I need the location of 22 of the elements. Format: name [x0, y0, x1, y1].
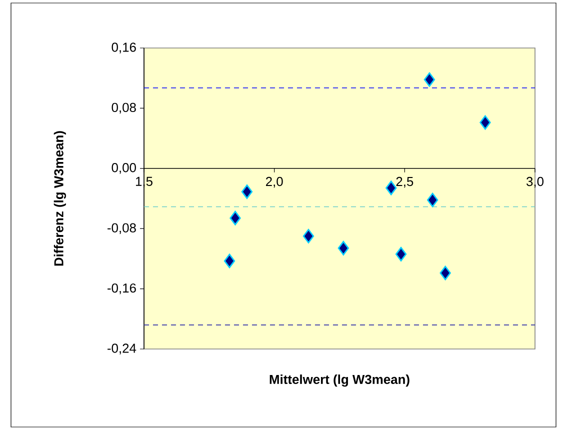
y-tick-label: 0,00: [112, 163, 136, 174]
y-tick-label: -0,16: [108, 283, 136, 294]
point: [480, 115, 491, 130]
x-tick-label: 2,0: [266, 176, 283, 188]
point: [440, 266, 451, 280]
point: [426, 192, 438, 208]
x-axis-title: Mittelwert (lg W3mean): [270, 374, 410, 387]
point: [424, 72, 436, 87]
y-tick-label: 0,08: [112, 102, 136, 114]
point: [230, 210, 241, 226]
point: [386, 180, 397, 196]
x-tick-label: 3,0: [526, 176, 544, 188]
x-tick-label: 2,5: [396, 176, 414, 188]
point: [241, 184, 253, 199]
point: [395, 246, 407, 262]
point: [224, 254, 236, 268]
point: [302, 228, 314, 244]
point: [338, 240, 349, 256]
y-tick-label: 0,16: [112, 42, 136, 54]
y-tick-label: -0,24: [108, 344, 136, 354]
y-axis-title: Differenz (lg W3mean): [54, 131, 66, 266]
y-tick-label: -0,08: [108, 223, 136, 234]
